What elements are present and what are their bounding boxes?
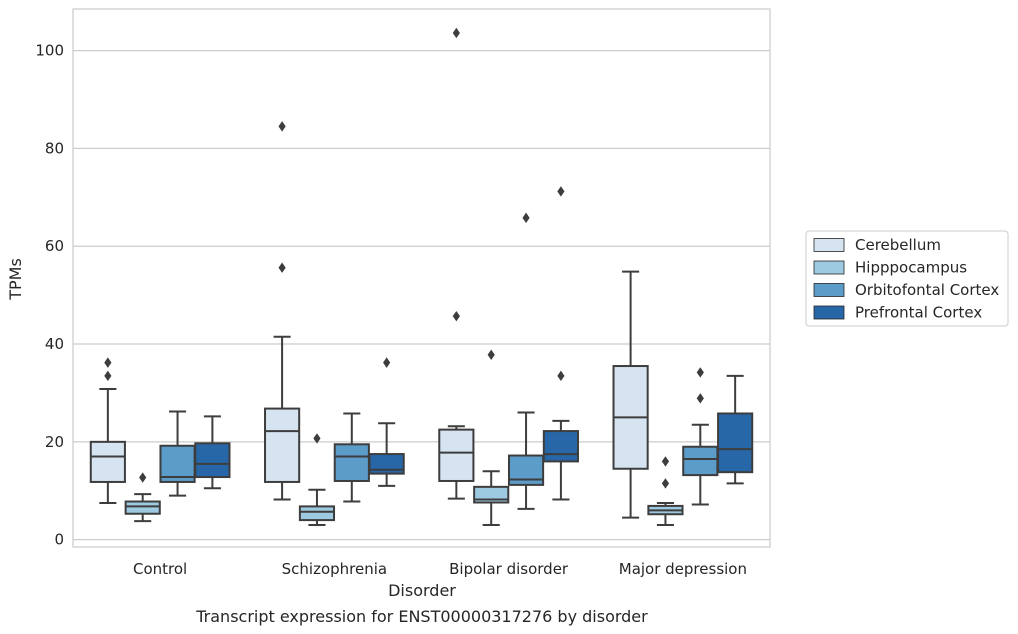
legend-label: Prefrontal Cortex [855,304,982,322]
outlier-point [557,186,565,197]
box-body [89,440,126,483]
box-hipppocampus [124,472,161,523]
outlier-point [696,367,704,378]
legend-items: Cerebellum Hipppocampus Orbitofontal Corte… [813,236,999,322]
legend-swatch [813,238,845,252]
y-axis-label: TPMs [6,258,25,301]
legend-swatch [813,260,845,275]
box-body [124,500,161,515]
outlier-point [278,262,286,273]
y-tick-label: 0 [54,531,64,549]
box-prefrontal-cortex [194,415,231,490]
box-cerebellum [438,27,475,500]
legend-swatch [813,283,845,297]
outlier-point [696,393,704,404]
outlier-point [139,472,147,483]
box-hipppocampus [473,349,510,526]
box-orbitofontal-cortex [159,410,196,497]
x-tick-label: Schizophrenia [282,560,387,578]
y-tick-label: 40 [45,335,64,353]
box-prefrontal-cortex [368,357,405,487]
box-cerebellum [612,270,649,519]
x-tick-label: Bipolar disorder [449,560,569,578]
outlier-point [452,27,460,39]
legend-frame [805,230,1009,327]
box-body [194,442,231,479]
box-body [438,428,475,482]
y-tick-label: 60 [45,237,64,255]
plot-area-frame [72,8,771,548]
box-body [298,505,336,522]
outlier-point [104,357,112,368]
y-tick-label: 20 [45,433,64,451]
legend-swatch [813,305,845,320]
box-body [333,443,370,482]
box-series-layer [89,27,754,526]
box-cerebellum [89,357,126,504]
box-orbitofontal-cortex [682,367,719,506]
x-tick-labels: Control Schizophrenia Bipolar disorder Majo… [133,560,747,578]
box-body [264,407,301,483]
outlier-point [661,478,670,489]
y-tick-labels: 0 20 40 60 80 100 [35,42,64,549]
outlier-point [522,212,530,224]
outlier-point [452,310,460,322]
legend-label: Cerebellum [855,236,941,254]
legend-label: Orbitofontal Cortex [855,281,999,299]
outlier-point [487,349,495,360]
outlier-point [383,357,391,368]
outlier-point [313,433,321,444]
box-hipppocampus [298,433,336,526]
outlier-point [661,456,670,467]
box-body [717,412,754,474]
x-tick-label: Control [133,560,187,578]
outlier-point [278,121,286,132]
legend-label: Hipppocampus [855,259,967,277]
box-orbitofontal-cortex [333,412,370,503]
box-hipppocampus [647,456,684,526]
box-body [542,430,579,463]
chart-caption: Transcript expression for ENST0000031727… [195,607,648,626]
box-body [682,445,719,477]
outlier-point [104,370,112,382]
y-tick-label: 80 [45,139,64,157]
box-prefrontal-cortex [717,374,754,485]
box-orbitofontal-cortex [507,212,545,510]
legend: Cerebellum Hipppocampus Orbitofontal Corte… [805,230,1009,327]
box-prefrontal-cortex [542,186,579,501]
y-tick-label: 100 [35,42,64,60]
outlier-point [557,370,565,382]
x-tick-label: Major depression [619,560,747,578]
gridlines [73,49,770,541]
box-cerebellum [264,121,301,501]
x-axis-label: Disorder [388,581,456,600]
